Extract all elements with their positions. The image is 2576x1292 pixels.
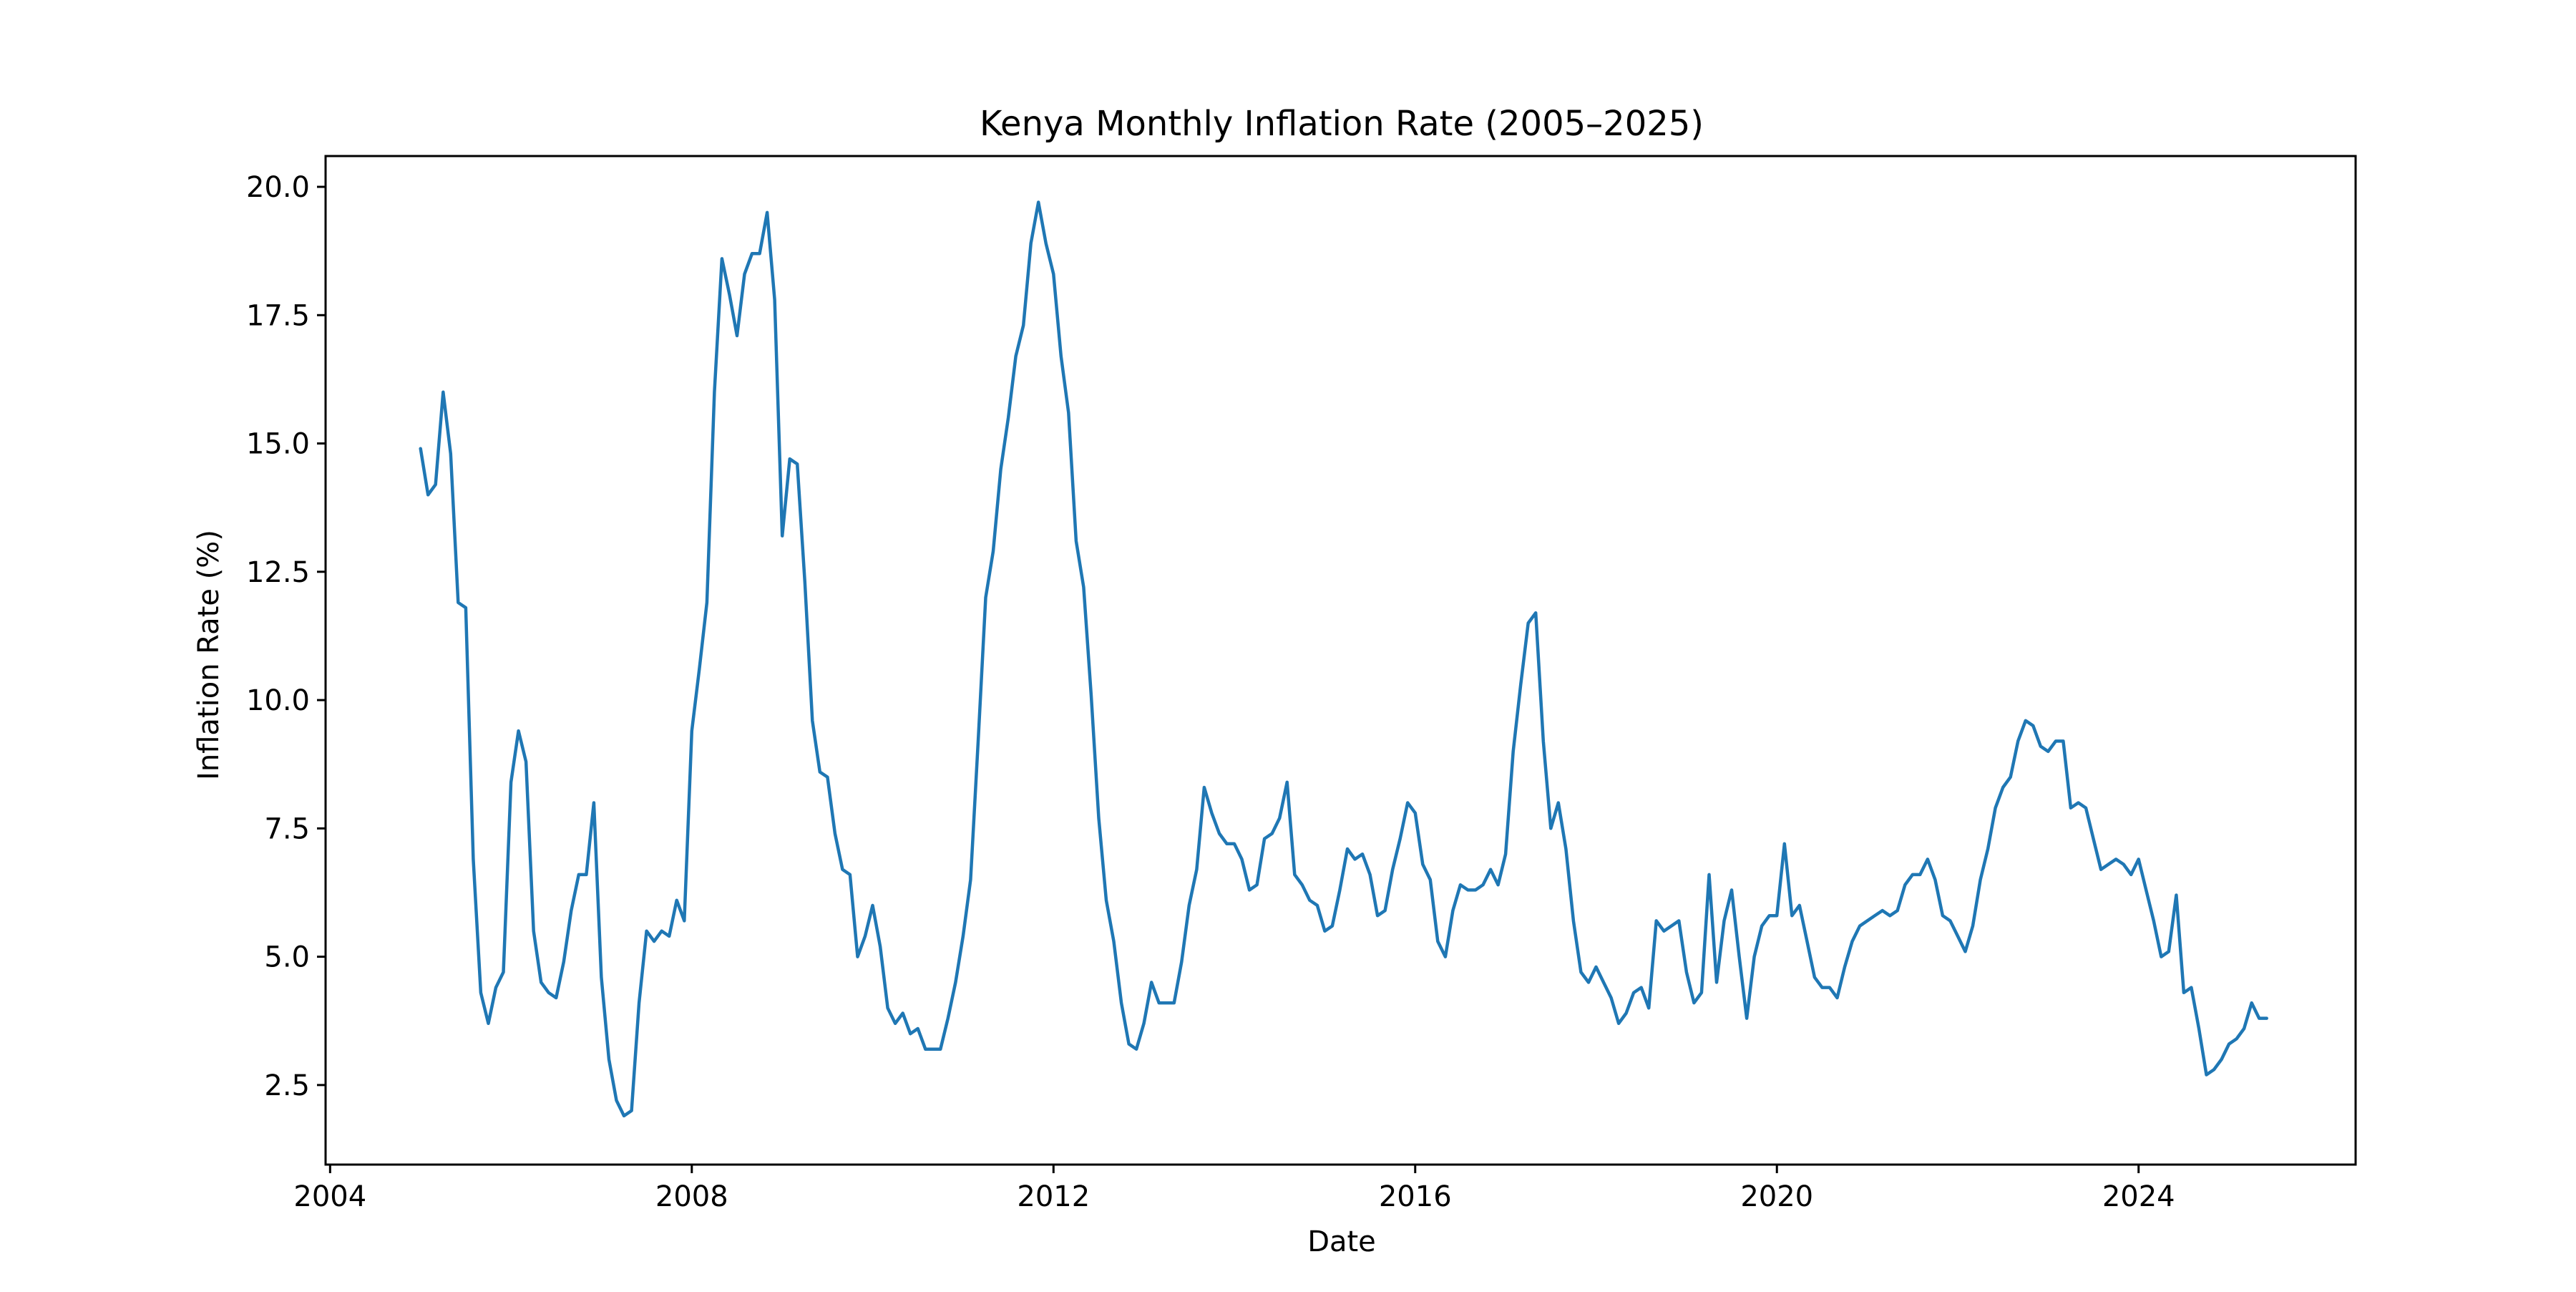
x-tick-label: 2020 (1740, 1180, 1813, 1213)
y-tick-label: 5.0 (264, 941, 310, 974)
y-tick-label: 15.0 (246, 428, 310, 461)
y-tick-label: 17.5 (246, 299, 310, 332)
y-tick-label: 12.5 (246, 556, 310, 589)
x-tick-label: 2004 (293, 1180, 366, 1213)
x-tick-label: 2012 (1017, 1180, 1090, 1213)
x-tick-label: 2016 (1379, 1180, 1452, 1213)
y-tick-label: 2.5 (264, 1069, 310, 1102)
x-axis-label: Date (1307, 1225, 1376, 1258)
y-tick-label: 7.5 (264, 812, 310, 845)
x-tick-label: 2024 (2102, 1180, 2175, 1213)
y-tick-label: 20.0 (246, 171, 310, 204)
series-line (419, 200, 2268, 1118)
series-layer (419, 200, 2268, 1118)
axis-ticks: 2004 2008 2012 2016 2020 2024 2.5 5.0 7.5 10.0 12.… (246, 171, 2175, 1213)
chart-title: Kenya Monthly Inflation Rate (2005–2025) (980, 104, 1704, 144)
y-axis-label: Inflation Rate (%) (192, 530, 225, 780)
y-tick-label: 10.0 (246, 684, 310, 717)
x-tick-label: 2008 (655, 1180, 728, 1213)
plot-frame (324, 155, 2357, 1166)
